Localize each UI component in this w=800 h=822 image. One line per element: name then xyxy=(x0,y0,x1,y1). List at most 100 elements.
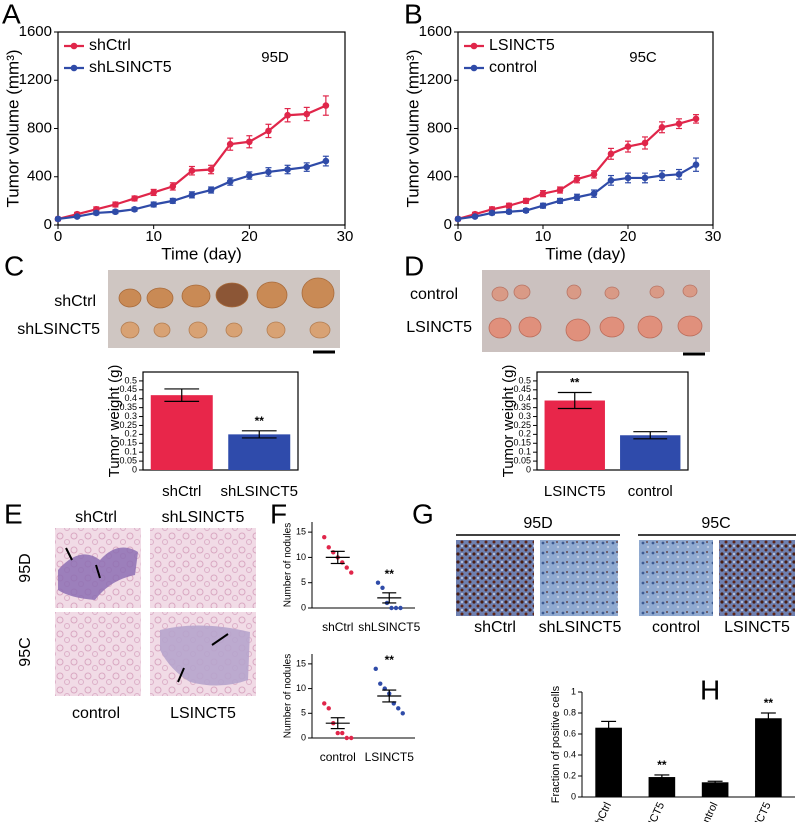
y-tick-label: 0.15 xyxy=(513,438,531,448)
y-tick-label: 0.5 xyxy=(124,375,137,385)
bar xyxy=(701,782,729,797)
point xyxy=(624,143,632,150)
y-tick-label: 400 xyxy=(27,168,52,185)
point xyxy=(607,177,615,184)
point xyxy=(556,186,564,194)
y-tick-label: 0.15 xyxy=(119,438,137,448)
image-label: LSINCT5 xyxy=(724,619,790,636)
x-tick-label: control xyxy=(320,750,356,764)
point xyxy=(624,174,632,182)
y-tick-label: 0.6 xyxy=(563,728,576,738)
point xyxy=(326,545,331,550)
point xyxy=(398,605,403,611)
point xyxy=(556,197,564,205)
point xyxy=(169,197,177,205)
point xyxy=(658,123,666,131)
point xyxy=(573,175,581,183)
point xyxy=(607,150,615,158)
point xyxy=(131,206,138,213)
y-tick-label: 0 xyxy=(44,216,52,233)
significance: ** xyxy=(255,414,265,428)
bar xyxy=(150,395,213,470)
histology-image xyxy=(55,612,141,696)
group-label: 95D xyxy=(523,515,552,532)
point xyxy=(188,167,196,175)
y-tick-label: 800 xyxy=(27,119,52,136)
row-label: 95D xyxy=(17,553,34,582)
x-tick-label: 10 xyxy=(535,228,552,245)
point xyxy=(488,209,496,217)
y-axis-label: Number of nodules xyxy=(283,523,294,608)
arrow xyxy=(65,547,73,561)
point xyxy=(207,186,215,194)
x-tick-label: LSINCT5 xyxy=(365,750,415,764)
y-tick-label: 10 xyxy=(296,683,306,693)
point xyxy=(349,570,354,575)
row-label: shLSINCT5 xyxy=(17,321,100,338)
column-label: shLSINCT5 xyxy=(162,509,245,526)
y-tick-label: 0 xyxy=(526,464,531,474)
y-tick-label: 0 xyxy=(571,791,576,801)
y-axis-label: Tumor weight (g) xyxy=(106,365,123,478)
significance: ** xyxy=(385,567,395,581)
point xyxy=(692,161,700,168)
point xyxy=(322,701,327,706)
point xyxy=(393,605,399,611)
point xyxy=(539,190,547,197)
legend-marker xyxy=(70,64,78,72)
point xyxy=(471,213,479,220)
point xyxy=(396,706,401,711)
point xyxy=(284,111,291,119)
point xyxy=(590,190,598,197)
y-tick-label: 0.25 xyxy=(513,420,531,430)
point xyxy=(505,208,513,216)
column-label: control xyxy=(72,705,120,722)
y-tick-label: 15 xyxy=(296,526,306,536)
y-tick-label: 0.3 xyxy=(518,411,531,421)
tumor-row xyxy=(118,277,335,309)
point xyxy=(641,139,649,147)
legend-marker xyxy=(470,64,478,72)
x-tick-label: control xyxy=(696,800,721,822)
y-tick-label: 0.4 xyxy=(124,393,137,403)
y-tick-label: 1600 xyxy=(419,23,452,40)
ihc-image xyxy=(639,540,713,616)
significance: ** xyxy=(764,696,774,710)
y-tick-label: 0.2 xyxy=(124,429,137,439)
point xyxy=(675,120,683,127)
significance: ** xyxy=(385,653,395,667)
significance: ** xyxy=(570,376,580,390)
point xyxy=(375,580,381,585)
x-tick-label: 10 xyxy=(145,228,162,245)
y-tick-label: 0.2 xyxy=(518,429,531,439)
y-tick-label: 0.3 xyxy=(124,411,137,421)
legend-label: control xyxy=(489,59,537,76)
y-tick-label: 5 xyxy=(301,577,306,587)
panel-label: E xyxy=(4,498,23,529)
point xyxy=(378,681,383,686)
point xyxy=(522,207,530,214)
x-tick-label: shLSINCT5 xyxy=(220,483,298,500)
x-axis-label: Time (day) xyxy=(545,244,626,263)
arrow xyxy=(177,667,185,683)
x-tick-label: 20 xyxy=(241,228,258,245)
bar xyxy=(620,435,681,470)
column-label: shCtrl xyxy=(75,509,117,526)
point xyxy=(112,208,119,216)
x-tick-label: control xyxy=(628,483,673,500)
ihc-image xyxy=(719,540,795,616)
y-tick-label: 1600 xyxy=(19,23,52,40)
x-axis-label: Time (day) xyxy=(161,244,242,263)
y-tick-label: 1200 xyxy=(19,71,52,88)
y-axis-label: Tumor weight (g) xyxy=(500,365,517,478)
point xyxy=(641,174,649,182)
tumor-photo xyxy=(482,270,710,352)
image-label: shCtrl xyxy=(474,619,516,636)
series-line xyxy=(457,117,697,221)
y-tick-label: 0.25 xyxy=(119,420,137,430)
point xyxy=(522,197,530,205)
point xyxy=(303,110,311,118)
y-tick-label: 0.35 xyxy=(513,402,531,412)
point xyxy=(92,209,100,217)
